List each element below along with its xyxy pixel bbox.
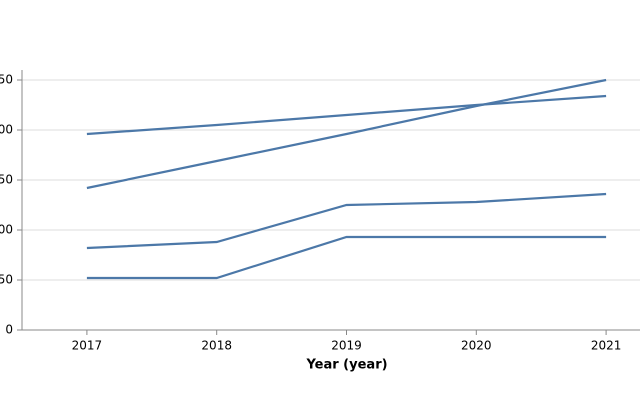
x-tick-label: 2020 bbox=[461, 339, 492, 353]
x-tick-label: 2021 bbox=[591, 339, 622, 353]
line bbox=[86, 78, 607, 190]
y-tick-label: 50 bbox=[0, 273, 13, 287]
x-tick-label: 2019 bbox=[331, 339, 362, 353]
x-axis-title: Year (year) bbox=[305, 358, 387, 373]
y-tick-label: 150 bbox=[0, 173, 13, 187]
x-tick-label: 2018 bbox=[201, 339, 232, 353]
y-tick-label: 100 bbox=[0, 223, 13, 237]
line bbox=[86, 192, 607, 250]
line bbox=[86, 235, 607, 280]
y-tick-label: 0 bbox=[5, 323, 13, 337]
y-tick-label: 250 bbox=[0, 73, 13, 87]
line bbox=[86, 94, 607, 136]
x-tick-label: 2017 bbox=[72, 339, 103, 353]
y-tick-label: 200 bbox=[0, 123, 13, 137]
